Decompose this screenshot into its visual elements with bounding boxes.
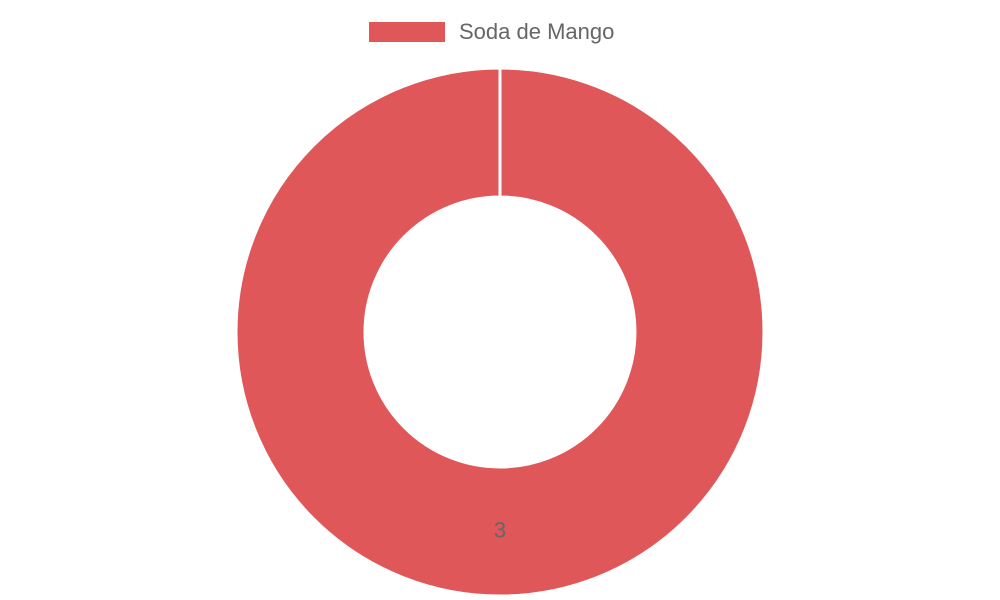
slice <box>234 66 766 598</box>
legend-label: Soda de Mango <box>459 19 614 44</box>
data-label: 3 <box>494 517 506 542</box>
legend-swatch <box>369 22 445 42</box>
